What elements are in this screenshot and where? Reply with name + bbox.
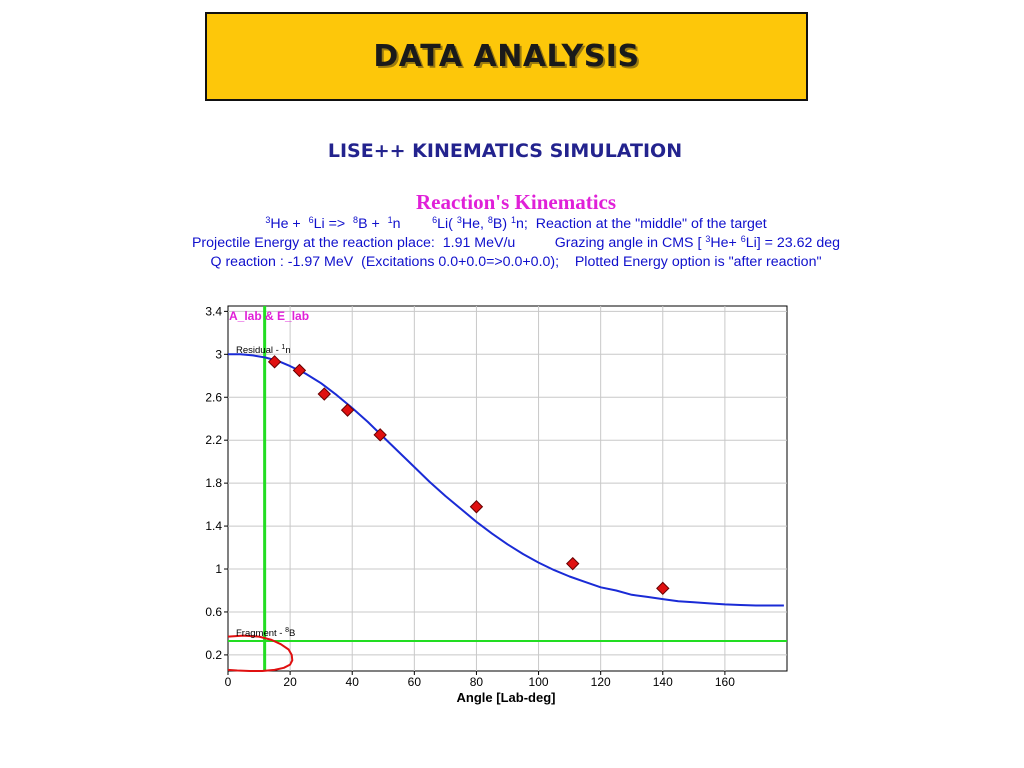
slide-title: DATA ANALYSIS <box>373 39 640 74</box>
reaction-line-2: Projectile Energy at the reaction place:… <box>0 234 1024 252</box>
superscript: 8 <box>487 215 493 225</box>
reaction-text: He+ <box>710 235 741 251</box>
superscript: 3 <box>705 234 711 244</box>
superscript: 8 <box>353 215 359 225</box>
y-tick-label: 3.4 <box>205 304 222 318</box>
superscript: 1 <box>511 215 517 225</box>
x-tick-label: 140 <box>653 675 673 689</box>
reaction-line-3: Q reaction : -1.97 MeV (Excitations 0.0+… <box>0 254 1024 270</box>
reaction-line-1: 3He + 6Li => 8B + 1n 6Li( 3He, 8B) 1n; R… <box>0 215 1024 233</box>
superscript: 6 <box>432 215 438 225</box>
reaction-text: n <box>392 216 433 232</box>
data-markers <box>267 355 670 596</box>
y-tick-label: 1.8 <box>205 476 222 490</box>
slide-subtitle: LISE++ KINEMATICS SIMULATION <box>327 140 683 162</box>
data-point <box>267 355 282 369</box>
reaction-text: B) <box>492 216 512 232</box>
series-line <box>228 353 784 607</box>
superscript: 3 <box>456 215 462 225</box>
x-tick-label: 60 <box>408 675 422 689</box>
y-tick-label: 2.6 <box>205 390 222 404</box>
x-axis-ticks: 0 20 40 60 80 100 120 140 160 <box>225 671 735 689</box>
x-tick-label: 40 <box>346 675 360 689</box>
superscript: 6 <box>308 215 314 225</box>
reaction-text: n; Reaction at the "middle" of the targe… <box>516 216 767 232</box>
reaction-text: Q reaction : -1.97 MeV (Excitations 0.0+… <box>210 254 822 270</box>
y-axis-ticks: 0.2 0.6 1 1.4 1.8 2.2 2.6 3 3.4 <box>205 304 228 662</box>
reaction-text: Li( <box>437 216 457 232</box>
plot-area <box>227 305 788 672</box>
y-tick-label: 1 <box>215 562 222 576</box>
superscript: 1 <box>387 215 393 225</box>
x-tick-label: 160 <box>715 675 735 689</box>
data-point <box>469 500 484 514</box>
reaction-text: He, <box>461 216 488 232</box>
reaction-text: B + <box>358 216 388 232</box>
slide-title-box: DATA ANALYSIS <box>205 12 808 101</box>
reaction-text: Li => <box>313 216 354 232</box>
y-tick-label: 0.6 <box>205 605 222 619</box>
grid-lines <box>228 306 787 671</box>
data-point <box>292 363 307 378</box>
reaction-text: He + <box>270 216 309 232</box>
chart-series <box>227 353 784 672</box>
x-tick-label: 80 <box>470 675 484 689</box>
x-tick-label: 0 <box>225 675 232 689</box>
fragment-annotation: Fragment - 8B <box>236 627 295 639</box>
x-axis-title: Angle [Lab-deg] <box>457 690 556 705</box>
data-point <box>317 387 331 401</box>
y-tick-label: 0.2 <box>205 648 222 662</box>
x-tick-label: 20 <box>283 675 297 689</box>
data-point <box>566 556 580 571</box>
residual-annotation: Residual - 1n <box>236 344 291 356</box>
x-tick-label: 120 <box>591 675 611 689</box>
data-point <box>656 581 670 596</box>
superscript: 3 <box>265 215 271 225</box>
reaction-title: Reaction's Kinematics <box>415 190 617 214</box>
data-point <box>373 428 387 442</box>
legend-label: A_lab & E_lab <box>229 309 309 323</box>
superscript: 6 <box>740 234 746 244</box>
series-line <box>227 634 294 672</box>
reaction-text: Projectile Energy at the reaction place:… <box>191 235 706 251</box>
y-tick-label: 3 <box>215 347 222 361</box>
x-tick-label: 100 <box>529 675 549 689</box>
y-tick-label: 1.4 <box>205 519 222 533</box>
data-point <box>340 403 355 417</box>
y-tick-label: 2.2 <box>205 433 222 447</box>
reaction-text: Li] = 23.62 deg <box>745 235 841 251</box>
reference-lines <box>228 306 787 671</box>
